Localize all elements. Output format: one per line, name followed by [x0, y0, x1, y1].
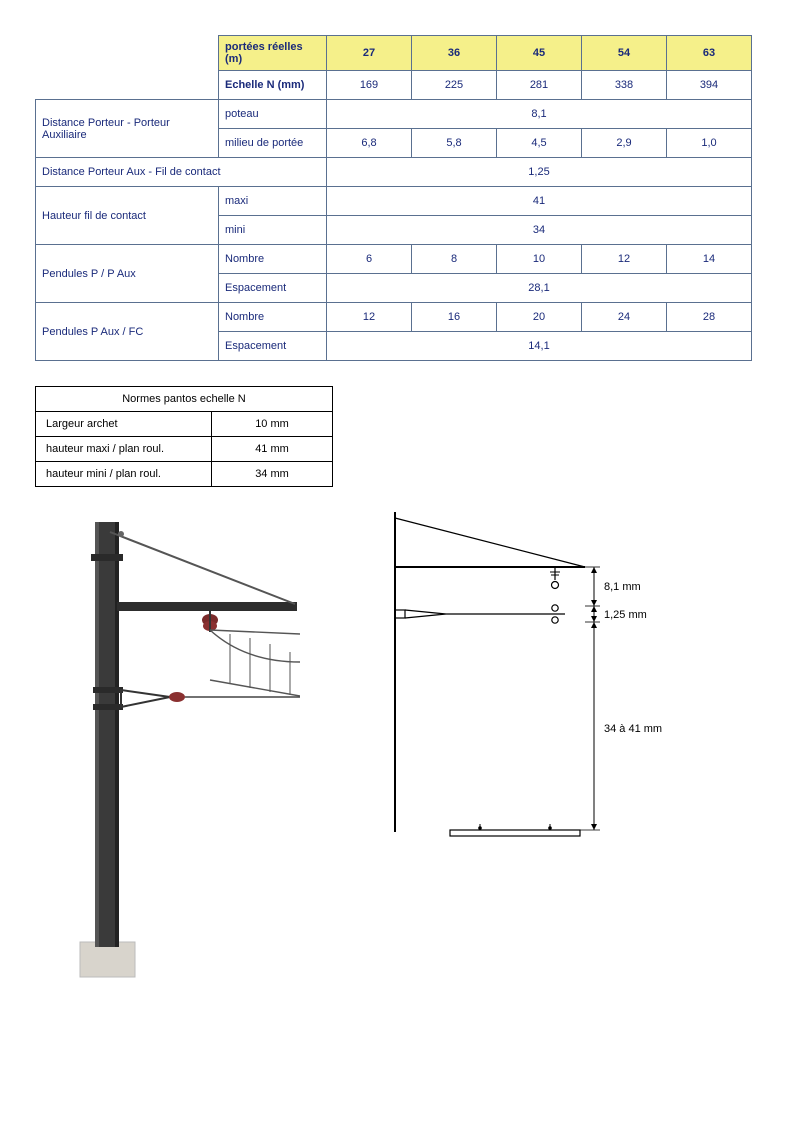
pantograph-norms-table: Normes pantos echelle N Largeur archet 1… [35, 386, 333, 487]
val-espace1: 28,1 [327, 274, 752, 303]
sub-milieu: milieu de portée [219, 129, 327, 158]
val-n1-2: 10 [497, 245, 582, 274]
val-milieu-2: 4,5 [497, 129, 582, 158]
row-distance-pp-aux: Distance Porteur - Porteur Auxiliaire [36, 100, 219, 158]
val-n1-3: 12 [582, 245, 667, 274]
blank-cell [36, 71, 219, 100]
val-milieu-1: 5,8 [412, 129, 497, 158]
sub-nombre2: Nombre [219, 303, 327, 332]
st-row0-value: 10 mm [212, 412, 333, 437]
st-row2-value: 34 mm [212, 462, 333, 487]
val-maxi: 41 [327, 187, 752, 216]
val-n2-4: 28 [667, 303, 752, 332]
val-milieu-0: 6,8 [327, 129, 412, 158]
header-echelle-2: 281 [497, 71, 582, 100]
val-espace2: 14,1 [327, 332, 752, 361]
catenary-dimensions-diagram: 8,1 mm 1,25 mm 34 à 41 mm [360, 512, 680, 872]
val-poteau: 8,1 [327, 100, 752, 129]
val-n2-1: 16 [412, 303, 497, 332]
sub-espace2: Espacement [219, 332, 327, 361]
figures-row: 8,1 mm 1,25 mm 34 à 41 mm [35, 512, 765, 982]
st-row2-label: hauteur mini / plan roul. [36, 462, 212, 487]
row-distance-paux-fc: Distance Porteur Aux - Fil de contact [36, 158, 327, 187]
sub-mini: mini [219, 216, 327, 245]
val-n1-0: 6 [327, 245, 412, 274]
header-portees-label: portées réelles (m) [219, 36, 327, 71]
sub-maxi: maxi [219, 187, 327, 216]
val-n2-3: 24 [582, 303, 667, 332]
st-row0-label: Largeur archet [36, 412, 212, 437]
catenary-specs-table: portées réelles (m) 27 36 45 54 63 Echel… [35, 35, 752, 361]
val-n1-1: 8 [412, 245, 497, 274]
header-portees-2: 45 [497, 36, 582, 71]
st-row1-value: 41 mm [212, 437, 333, 462]
val-n1-4: 14 [667, 245, 752, 274]
header-portees-1: 36 [412, 36, 497, 71]
row-pendules-ppaux: Pendules P / P Aux [36, 245, 219, 303]
dim-label-3: 34 à 41 mm [604, 723, 662, 735]
header-portees-3: 54 [582, 36, 667, 71]
sub-poteau: poteau [219, 100, 327, 129]
header-portees-0: 27 [327, 36, 412, 71]
sub-nombre1: Nombre [219, 245, 327, 274]
val-milieu-3: 2,9 [582, 129, 667, 158]
small-table-title: Normes pantos echelle N [36, 387, 333, 412]
sub-espace1: Espacement [219, 274, 327, 303]
val-paux-fc: 1,25 [327, 158, 752, 187]
blank-cell [36, 36, 219, 71]
dim-label-2: 1,25 mm [604, 609, 647, 621]
val-n2-0: 12 [327, 303, 412, 332]
catenary-mast-photo [35, 512, 300, 982]
header-echelle-0: 169 [327, 71, 412, 100]
header-portees-4: 63 [667, 36, 752, 71]
st-row1-label: hauteur maxi / plan roul. [36, 437, 212, 462]
dim-label-1: 8,1 mm [604, 581, 641, 593]
row-hauteur-fc: Hauteur fil de contact [36, 187, 219, 245]
row-pendules-pauxfc: Pendules P Aux / FC [36, 303, 219, 361]
header-echelle-label: Echelle N (mm) [219, 71, 327, 100]
val-milieu-4: 1,0 [667, 129, 752, 158]
header-echelle-4: 394 [667, 71, 752, 100]
val-n2-2: 20 [497, 303, 582, 332]
val-mini: 34 [327, 216, 752, 245]
header-echelle-3: 338 [582, 71, 667, 100]
header-echelle-1: 225 [412, 71, 497, 100]
